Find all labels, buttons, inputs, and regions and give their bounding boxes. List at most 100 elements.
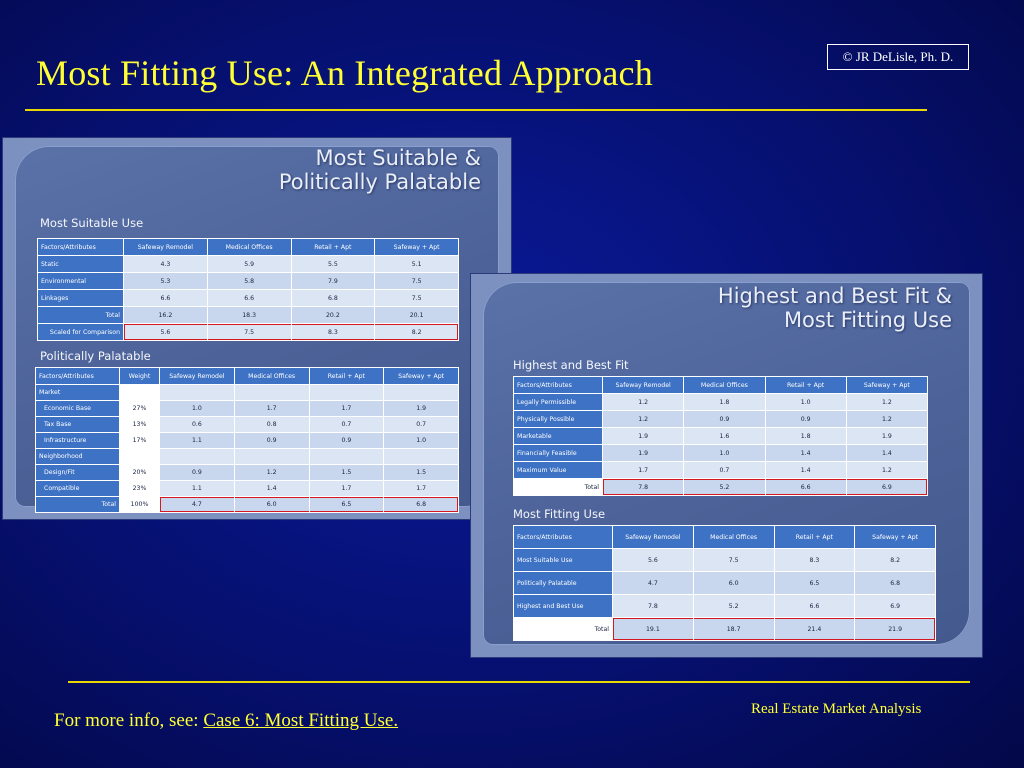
row-label: Most Suitable Use — [513, 548, 613, 572]
cell: 1.0 — [383, 432, 459, 449]
highlighted-cell: 7.8 — [601, 478, 685, 496]
table-row: Market — [35, 384, 459, 401]
cell: 7.9 — [290, 272, 376, 290]
cell: 1.2 — [845, 461, 929, 479]
row-label: Financially Feasible — [513, 444, 603, 462]
cell — [383, 448, 459, 465]
cell: 1.2 — [845, 410, 929, 428]
cell: 0.9 — [764, 410, 847, 428]
cell: 1.9 — [383, 400, 459, 417]
cell — [308, 384, 385, 401]
header-cell: Factors/Attributes — [37, 238, 124, 256]
table-row: Highest and Best Use 7.8 5.2 6.6 6.9 — [513, 594, 936, 618]
highlighted-cell: 8.3 — [290, 323, 376, 341]
header-cell: Factors/Attributes — [513, 376, 603, 394]
cell: 1.0 — [764, 393, 847, 411]
section-label-politically-palatable: Politically Palatable — [40, 349, 151, 363]
table-row: Physically Possible 1.2 0.9 0.9 1.2 — [513, 410, 929, 428]
cell: 16.2 — [123, 306, 208, 324]
highlighted-cell: 18.7 — [692, 617, 775, 641]
header-cell: Retail + Apt — [773, 525, 856, 549]
cell: 5.1 — [374, 255, 459, 273]
highlighted-cell: 8.2 — [374, 323, 459, 341]
table-politically-palatable: Factors/Attributes Weight Safeway Remode… — [35, 367, 459, 513]
table-row-total: Total 7.8 5.2 6.6 6.9 — [513, 478, 929, 496]
header-cell: Safeway + Apt — [383, 367, 459, 385]
table-header-row: Factors/Attributes Weight Safeway Remode… — [35, 367, 459, 385]
cell: 18.3 — [206, 306, 292, 324]
highlighted-cell: 5.2 — [683, 478, 766, 496]
cell: 5.6 — [612, 548, 694, 572]
table-row: Economic Base 27% 1.0 1.7 1.7 1.9 — [35, 400, 459, 417]
case-link[interactable]: Case 6: Most Fitting Use. — [203, 710, 399, 731]
cell: 1.4 — [233, 480, 310, 497]
table-row: Tax Base 13% 0.6 0.8 0.7 0.7 — [35, 416, 459, 433]
highlighted-cell: 21.4 — [773, 617, 856, 641]
cell: 5.5 — [290, 255, 376, 273]
table-highest-best-fit: Factors/Attributes Safeway Remodel Medic… — [513, 376, 929, 496]
row-label: Politically Palatable — [513, 571, 613, 595]
cell: 1.7 — [383, 480, 459, 497]
slide-title: Highest and Best Fit & Most Fitting Use — [718, 284, 952, 332]
cell: 1.4 — [764, 461, 847, 479]
cell: 20.2 — [290, 306, 376, 324]
cell — [233, 448, 310, 465]
cell: 0.7 — [683, 461, 766, 479]
table-header-row: Factors/Attributes Safeway Remodel Medic… — [37, 238, 459, 256]
table-row-total: Total 19.1 18.7 21.4 21.9 — [513, 617, 936, 641]
table-row: Infrastructure 17% 1.1 0.9 0.9 1.0 — [35, 432, 459, 449]
cell — [119, 448, 160, 465]
slide-title-line-2: Politically Palatable — [278, 170, 481, 195]
highlighted-cell: 21.9 — [854, 617, 936, 641]
slide-title-line-1: Most Suitable & — [315, 146, 481, 170]
row-label: Total — [37, 306, 124, 324]
section-label-highest-best-fit: Highest and Best Fit — [513, 358, 629, 372]
table-header-row: Factors/Attributes Safeway Remodel Medic… — [513, 525, 936, 549]
cell: 1.2 — [601, 410, 685, 428]
cell: 7.8 — [612, 594, 694, 618]
table-row: Linkages 6.6 6.6 6.8 7.5 — [37, 289, 459, 307]
row-label: Total — [35, 496, 120, 513]
row-label: Environmental — [37, 272, 124, 290]
table-row: Compatible 23% 1.1 1.4 1.7 1.7 — [35, 480, 459, 497]
table-header-row: Factors/Attributes Safeway Remodel Medic… — [513, 376, 929, 394]
title-divider — [25, 109, 927, 111]
row-label: Neighborhood — [35, 448, 120, 465]
cell: 0.9 — [308, 432, 385, 449]
slide-thumbnail-hbf-mfu: Highest and Best Fit & Most Fitting Use … — [470, 273, 983, 658]
cell: 5.3 — [123, 272, 208, 290]
row-label: Static — [37, 255, 124, 273]
row-label: Market — [35, 384, 120, 401]
cell: 5.9 — [206, 255, 292, 273]
footer-divider — [68, 681, 970, 683]
header-cell: Safeway Remodel — [123, 238, 208, 256]
row-label: Compatible — [35, 480, 120, 497]
row-label: Maximum Value — [513, 461, 603, 479]
table-row: Most Suitable Use 5.6 7.5 8.3 8.2 — [513, 548, 936, 572]
header-cell: Medical Offices — [683, 376, 766, 394]
header-cell: Retail + Apt — [764, 376, 847, 394]
row-label: Marketable — [513, 427, 603, 445]
header-cell: Safeway Remodel — [159, 367, 235, 385]
table-row-total: Total 16.2 18.3 20.2 20.1 — [37, 306, 459, 324]
slide-title-line-2: Most Fitting Use — [783, 308, 952, 333]
cell: 1.5 — [308, 464, 385, 481]
cell: 1.5 — [383, 464, 459, 481]
cell: 4.3 — [123, 255, 208, 273]
row-label: Legally Permissible — [513, 393, 603, 411]
table-row: Neighborhood — [35, 448, 459, 465]
row-label: Highest and Best Use — [513, 594, 613, 618]
row-label: Economic Base — [35, 400, 120, 417]
cell: 0.8 — [233, 416, 310, 433]
slide-title-line-1: Highest and Best Fit & — [717, 284, 952, 308]
header-cell: Factors/Attributes — [35, 367, 120, 385]
cell: 1.9 — [601, 427, 685, 445]
table-row: Marketable 1.9 1.6 1.8 1.9 — [513, 427, 929, 445]
cell: 27% — [119, 400, 160, 417]
cell: 1.0 — [683, 444, 766, 462]
highlighted-cell: 6.0 — [233, 496, 310, 513]
slide-title: Most Suitable & Politically Palatable — [279, 146, 481, 194]
row-label: Total — [513, 478, 603, 496]
cell: 6.5 — [773, 571, 856, 595]
cell: 20.1 — [374, 306, 459, 324]
